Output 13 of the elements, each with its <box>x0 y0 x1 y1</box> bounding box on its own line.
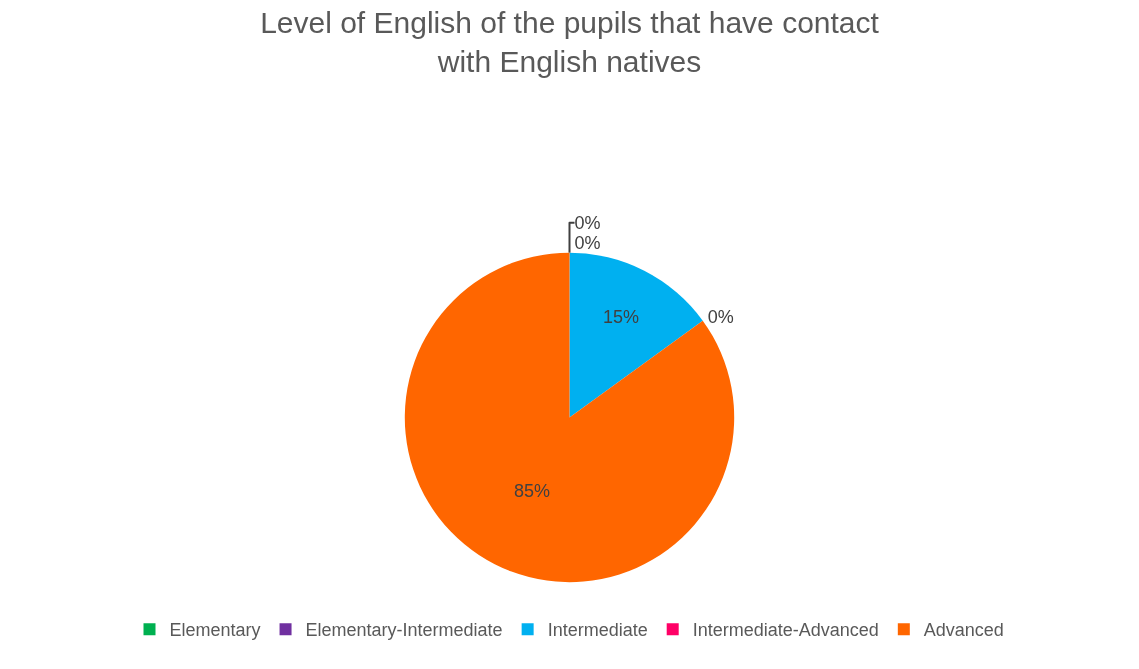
chart-title: Level of English of the pupils that have contact with English natives <box>260 6 880 79</box>
text: 0% <box>574 232 601 253</box>
pie-slice <box>569 252 703 418</box>
legend-label: Advanced <box>923 620 1004 641</box>
text: 0% <box>707 307 734 328</box>
pie-slice <box>404 252 735 583</box>
data-label: 85% <box>514 480 551 501</box>
data-label: 15% <box>602 306 639 327</box>
legend-label: Elementary <box>169 620 261 641</box>
legend-label: Intermediate-Advanced <box>692 620 879 641</box>
legend-label: Intermediate <box>547 620 648 641</box>
text: 0% <box>574 212 601 233</box>
legend-label: Elementary-Intermediate <box>305 620 503 641</box>
